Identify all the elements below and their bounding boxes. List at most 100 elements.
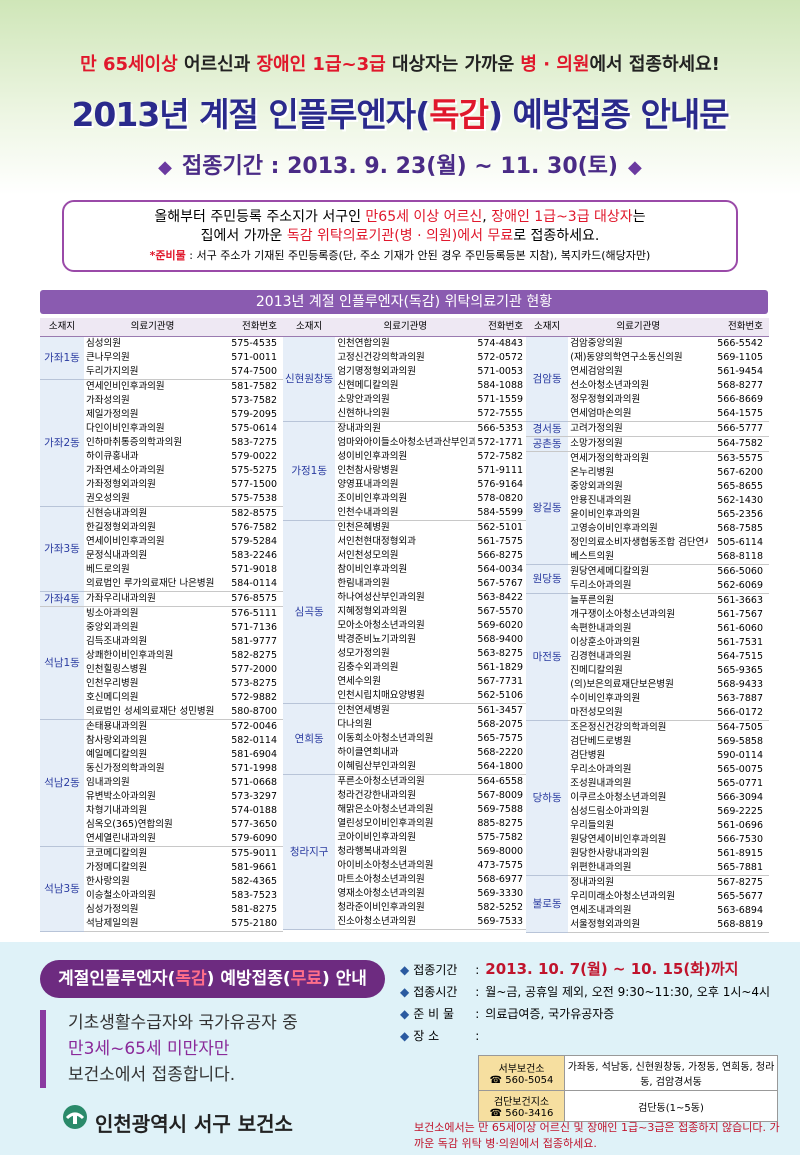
title-part: ) 예방접종 안내문 bbox=[487, 95, 730, 134]
row: 이상훈소아과의원 561-7531 bbox=[526, 636, 769, 650]
facility-name: 문정식내과의원 bbox=[86, 549, 148, 561]
facility-name: 인천연세병원 bbox=[337, 704, 390, 716]
free-title-part: 계절인플루엔자( bbox=[58, 969, 176, 989]
place-areas: 가좌동, 석남동, 신현원창동, 가정동, 연희동, 청라동, 검암경서동 bbox=[564, 1055, 778, 1091]
row: 마전성모의원 566-0172 bbox=[526, 705, 769, 721]
phone: 565-8655 bbox=[717, 480, 763, 492]
facility-name: 윤이비인후과의원 bbox=[570, 508, 641, 520]
row: 다나의원 568-2075 bbox=[283, 718, 529, 732]
phone: 566-5060 bbox=[717, 565, 763, 577]
facility-name: 연세인비인후과의원 bbox=[86, 380, 165, 392]
facility-name: 성모가정의원 bbox=[337, 647, 390, 659]
facility-name: 중앙외과의원 bbox=[86, 621, 139, 633]
header-background bbox=[0, 0, 800, 195]
facility-name: 하나여성산부인과의원 bbox=[337, 591, 425, 603]
row: 두리가지의원 574-7500 bbox=[40, 364, 283, 380]
facility-name: 마트소아청소년과의원 bbox=[337, 873, 425, 885]
row: 연세조내과의원 563-6894 bbox=[526, 904, 769, 918]
phone: 563-7887 bbox=[717, 692, 763, 704]
row: 한림내과의원 567-5767 bbox=[283, 577, 529, 591]
place-phone: ☎ 560-3416 bbox=[489, 1108, 554, 1119]
facility-name: 위편한내과의원 bbox=[568, 860, 709, 876]
phone: 566-8275 bbox=[477, 549, 524, 561]
row: 심성가정의원 581-8275 bbox=[40, 903, 283, 917]
phone: 566-5777 bbox=[708, 421, 769, 437]
facility-name: 의료법인 성세의료재단 성민병원 bbox=[84, 704, 221, 720]
info-text: 만65세 이상 어르신 bbox=[365, 209, 483, 225]
facility-name: 고영승이비인후과의원 bbox=[570, 522, 658, 534]
row: 하나여성산부인과의원 563-8422 bbox=[283, 591, 529, 605]
facility-name: 인하마취통증의학과의원 bbox=[86, 436, 183, 448]
row: 의료법인 성세의료재단 성민병원 580-8700 bbox=[40, 704, 283, 720]
supplies-label: *준비물 bbox=[149, 249, 186, 262]
phone: 568-8277 bbox=[717, 379, 763, 391]
colon: : bbox=[475, 985, 480, 999]
facility-name: 서인천성모의원 bbox=[337, 549, 399, 561]
phone: 571-9018 bbox=[231, 563, 277, 575]
phone: 576-7582 bbox=[231, 521, 277, 533]
facility-name: 이혜림산부인과의원 bbox=[335, 759, 476, 775]
info-text: 장애인 1급~3급 대상자 bbox=[491, 209, 633, 225]
facility-name: 우리소아과의원 bbox=[570, 763, 632, 775]
phone: 565-7881 bbox=[708, 860, 769, 876]
phone: 579-6090 bbox=[221, 831, 283, 847]
phone: 564-7505 bbox=[717, 721, 763, 733]
row: 동신가정의학과의원 571-1998 bbox=[40, 762, 283, 776]
phone: 561-8915 bbox=[717, 847, 763, 859]
row: 진소아청소년과의원 569-7533 bbox=[283, 914, 530, 930]
district: 석남1동 bbox=[40, 606, 84, 720]
facility-name: 다인이비인후과의원 bbox=[86, 422, 165, 434]
row: 의료법인 루가의료재단 나은병원 584-0114 bbox=[40, 576, 283, 592]
row: 고정신건강의학과의원 572-0572 bbox=[283, 351, 529, 365]
facility-name: 장내과의원 bbox=[337, 422, 382, 434]
bullet: ◆ bbox=[400, 985, 410, 999]
facility-name: 안용진내과의원 bbox=[570, 494, 632, 506]
colon: : bbox=[475, 963, 480, 977]
title-part: 독감 bbox=[429, 95, 489, 134]
row: 모아소아청소년과의원 569-6020 bbox=[283, 619, 529, 633]
column-header: 소재지 bbox=[40, 318, 84, 337]
phone: 573-3297 bbox=[231, 790, 277, 802]
row: 엄기명정형외과의원 571-0053 bbox=[283, 365, 529, 379]
row: 연세수의원 567-7731 bbox=[283, 675, 529, 689]
facility-name: 신현승내과의원 bbox=[86, 507, 148, 519]
row: 수이비인후과의원 563-7887 bbox=[526, 692, 769, 706]
facility-name: 소망안과의원 bbox=[337, 393, 390, 405]
row: 상쾌한이비인후과의원 582-8275 bbox=[40, 649, 283, 663]
column-header: 의료기관명 bbox=[568, 318, 709, 337]
facility-name: 연세조내과의원 bbox=[570, 904, 632, 916]
row: 선소아청소년과의원 568-8277 bbox=[526, 379, 769, 393]
facility-name: 엄마와아이들소아청소년과산부인과의원 bbox=[337, 436, 476, 448]
facility-name: 이상훈소아과의원 bbox=[570, 636, 641, 648]
phone: 561-1829 bbox=[477, 661, 524, 673]
facility-name: 속편한내과의원 bbox=[570, 622, 632, 634]
row: 당하동 조은정신건강의학과의원 564-7505 bbox=[526, 720, 769, 876]
facility-name: 한길정형외과의원 bbox=[86, 521, 156, 533]
district: 석남2동 bbox=[40, 719, 84, 847]
phone: 565-0771 bbox=[717, 777, 763, 789]
phone: 561-6060 bbox=[717, 622, 763, 634]
row: 속편한내과의원 561-6060 bbox=[526, 622, 769, 636]
free-title-part: 독감 bbox=[175, 969, 207, 989]
phone: 582-4365 bbox=[231, 875, 277, 887]
phone: 569-1105 bbox=[717, 351, 763, 363]
facility-name: 연세이비인후과의원 bbox=[86, 535, 165, 547]
facility-name: 한사랑의원 bbox=[86, 875, 130, 887]
row: 큰나무의원 571-0011 bbox=[40, 351, 283, 365]
facility-name: 한림내과의원 bbox=[337, 577, 390, 589]
facility-name: 가좌우리내과의원 bbox=[84, 591, 221, 607]
phone: 574-4843 bbox=[477, 337, 524, 349]
facility-name: 청라건강한내과의원 bbox=[337, 789, 416, 801]
row: 베드로의원 571-9018 bbox=[40, 563, 283, 577]
info-text: 올해부터 주민등록 주소지가 서구인 bbox=[154, 209, 366, 225]
facility-name: 검단베드로병원 bbox=[570, 735, 632, 747]
phone: 577-2000 bbox=[231, 663, 277, 675]
column-header: 의료기관명 bbox=[84, 318, 221, 337]
row: 지혜정형외과의원 567-5570 bbox=[283, 605, 529, 619]
row: 마트소아청소년과의원 568-6977 bbox=[283, 873, 529, 887]
row: 호신메디의원 572-9882 bbox=[40, 691, 283, 705]
facility-name: 연세열린내과의원 bbox=[84, 831, 221, 847]
phone: 576-5111 bbox=[231, 607, 277, 619]
row: 중앙외과의원 565-8655 bbox=[526, 480, 769, 494]
